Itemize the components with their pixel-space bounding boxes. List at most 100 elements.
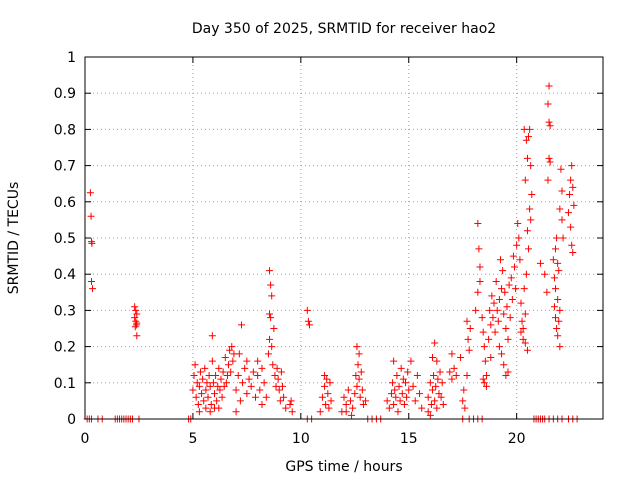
data-point [407, 357, 415, 365]
data-point [519, 335, 527, 343]
data-point [558, 187, 566, 195]
data-point [393, 372, 401, 380]
y-tick-label: 1 [67, 50, 76, 66]
y-tick-label: 0.8 [54, 122, 76, 138]
data-point [236, 397, 244, 405]
data-point [403, 393, 411, 401]
data-point [569, 248, 577, 256]
data-point [268, 292, 276, 300]
data-point [498, 350, 506, 358]
data-point [392, 393, 400, 401]
data-point [430, 372, 438, 380]
data-point [418, 404, 426, 412]
data-point [198, 390, 206, 398]
y-tick-label: 0.6 [54, 195, 76, 211]
data-point [269, 361, 277, 369]
data-point [426, 379, 434, 387]
data-point [523, 346, 531, 354]
data-point [479, 328, 487, 336]
data-point [353, 343, 361, 351]
data-point [522, 270, 530, 278]
data-point [567, 176, 575, 184]
data-point [416, 390, 424, 398]
data-point [340, 393, 348, 401]
data-point [488, 292, 496, 300]
data-point [507, 274, 515, 282]
data-point [555, 317, 563, 325]
data-point [552, 314, 560, 322]
data-point [355, 375, 363, 383]
data-point [390, 401, 398, 409]
data-point [546, 158, 554, 166]
data-point [517, 328, 525, 336]
x-tick-label: 15 [400, 431, 418, 447]
data-point [476, 263, 484, 271]
data-point [435, 390, 443, 398]
data-point [357, 368, 365, 376]
data-point [556, 205, 564, 213]
data-point [521, 339, 529, 347]
data-point [523, 227, 531, 235]
y-tick-label: 0.2 [54, 340, 76, 356]
x-axis-label: GPS time / hours [285, 459, 402, 475]
data-point [556, 343, 564, 351]
data-point [511, 263, 519, 271]
data-point [514, 220, 522, 228]
data-point [258, 401, 266, 409]
data-point [556, 306, 564, 314]
data-point [549, 256, 557, 264]
data-point [225, 361, 233, 369]
data-point [206, 408, 214, 416]
data-point [431, 397, 439, 405]
data-point [527, 216, 535, 224]
data-point [518, 317, 526, 325]
data-point [564, 209, 572, 217]
data-point [504, 335, 512, 343]
data-point [519, 325, 527, 332]
data-point [131, 314, 139, 322]
data-point [559, 234, 567, 242]
data-point [358, 386, 366, 394]
data-point [207, 401, 215, 409]
data-point [512, 285, 520, 293]
x-tick-label: 0 [81, 431, 90, 447]
data-point [515, 234, 523, 242]
data-point [321, 382, 329, 390]
data-point [288, 408, 296, 416]
data-point [496, 256, 504, 264]
data-point [274, 375, 282, 383]
data-point [397, 364, 405, 372]
data-point [434, 375, 442, 383]
data-point [509, 252, 517, 260]
data-point [194, 401, 202, 409]
data-point [132, 306, 140, 314]
data-point [243, 390, 251, 398]
data-point [133, 332, 141, 340]
data-point [199, 375, 207, 383]
data-point [503, 303, 511, 311]
data-point [489, 314, 497, 322]
data-point [351, 390, 359, 398]
data-point [232, 386, 240, 394]
data-point [568, 162, 576, 170]
data-point [344, 386, 352, 394]
data-point [498, 285, 506, 293]
data-point [554, 332, 562, 340]
data-point [86, 189, 94, 197]
data-point [424, 408, 432, 416]
data-point [220, 382, 228, 390]
data-point [256, 386, 264, 394]
data-point [491, 328, 499, 336]
data-point [480, 379, 488, 387]
data-point [550, 303, 558, 311]
data-point [463, 372, 471, 380]
y-tick-label: 0.7 [54, 159, 76, 175]
data-point [541, 270, 549, 278]
data-point [528, 191, 536, 199]
data-point [132, 321, 140, 329]
data-point [478, 314, 486, 322]
data-point [189, 386, 197, 394]
data-point [436, 368, 444, 376]
data-point [226, 346, 234, 354]
data-point [280, 393, 288, 401]
